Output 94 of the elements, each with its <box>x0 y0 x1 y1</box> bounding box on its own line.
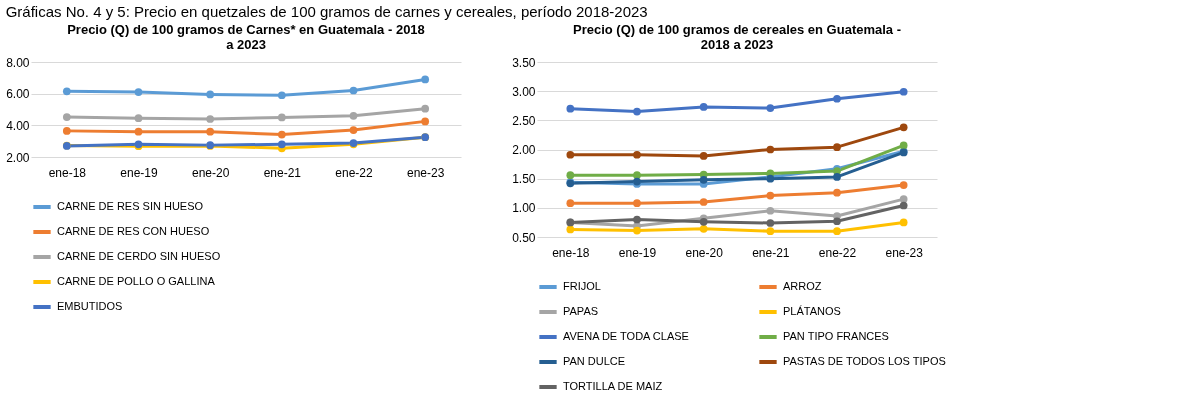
point <box>899 201 908 210</box>
point <box>566 171 575 180</box>
point <box>833 188 841 197</box>
point <box>566 199 575 208</box>
point <box>566 104 575 113</box>
point <box>899 123 908 132</box>
point <box>421 75 430 84</box>
legend-label: ARROZ <box>783 280 822 292</box>
x-tick-label: ene-19 <box>120 165 158 180</box>
point <box>833 94 841 103</box>
chart-title: Precio (Q) de 100 gramos de Carnes* en Guatemala - 2018 a 2023 <box>67 22 425 52</box>
legend-label: CARNE DE RES CON HUESO <box>57 225 210 237</box>
point <box>899 181 908 189</box>
legend-label: PASTAS DE TODOS LOS TIPOS <box>783 355 946 367</box>
legend-label: FRIJOL <box>563 280 601 292</box>
point <box>766 145 775 154</box>
legend-label: PLÁTANOS <box>783 305 841 317</box>
point <box>766 206 775 215</box>
point <box>349 126 358 134</box>
y-tick-label: 4.00 <box>6 118 30 133</box>
point <box>833 217 841 226</box>
x-tick-label: ene-21 <box>752 245 790 260</box>
y-tick-label: 3.50 <box>512 55 536 70</box>
x-tick-label: ene-23 <box>885 245 924 260</box>
point <box>899 87 908 96</box>
legend-label: PAN TIPO FRANCES <box>783 330 889 342</box>
y-tick-label: 2.00 <box>6 150 30 165</box>
point <box>349 86 358 95</box>
point <box>206 115 215 123</box>
legend-label: CARNE DE POLLO O GALLINA <box>57 275 216 287</box>
point <box>699 198 708 206</box>
legend-label: EMBUTIDOS <box>57 300 123 312</box>
point <box>699 103 708 111</box>
point <box>766 219 775 227</box>
x-tick-label: ene-18 <box>48 165 87 180</box>
y-tick-label: 2.50 <box>512 113 536 128</box>
point <box>633 150 641 159</box>
x-tick-label: ene-22 <box>335 165 373 180</box>
point <box>62 127 71 135</box>
y-tick-label: 6.00 <box>6 87 30 102</box>
point <box>277 140 286 149</box>
x-tick-label: ene-23 <box>406 165 445 180</box>
point <box>633 215 641 224</box>
point <box>421 104 430 113</box>
point <box>633 171 641 180</box>
y-tick-label: 3.00 <box>512 84 536 99</box>
text: Gráficas No. 4 y 5: Precio en quetzales de 100 gramos de carnes y cereales, período 2018-2023 <box>5 3 648 20</box>
y-tick-label: 2.00 <box>512 143 536 157</box>
point <box>277 91 286 100</box>
point <box>566 150 575 159</box>
point <box>134 88 143 96</box>
point <box>699 224 708 233</box>
x-tick-label: ene-19 <box>618 245 657 260</box>
point <box>62 87 71 96</box>
point <box>206 90 215 99</box>
point <box>633 226 641 235</box>
x-tick-label: ene-22 <box>818 245 857 260</box>
legend-label: PAPAS <box>563 305 599 317</box>
point <box>566 225 575 234</box>
point <box>206 127 215 136</box>
chart-title: Precio (Q) de 100 gramos de cereales en Guatemala - 2018 a 2023 <box>572 22 902 52</box>
point <box>633 199 641 208</box>
point <box>766 191 775 200</box>
x-tick-label: ene-20 <box>685 245 724 260</box>
point <box>899 195 908 203</box>
point <box>349 111 358 120</box>
point <box>277 130 286 139</box>
y-tick-label: 8.00 <box>6 55 30 70</box>
point <box>899 141 908 150</box>
y-tick-label: 0.50 <box>512 230 536 245</box>
legend-label: CARNE DE CERDO SIN HUESO <box>57 250 221 262</box>
y-tick-label: 1.00 <box>512 201 536 216</box>
point <box>833 227 841 236</box>
point <box>899 218 908 227</box>
point <box>633 107 641 116</box>
point <box>421 117 430 126</box>
x-tick-label: ene-18 <box>552 245 590 260</box>
legend-label: AVENA DE TODA CLASE <box>563 330 689 342</box>
point <box>62 113 71 121</box>
legend-label: PAN DULCE <box>563 355 626 367</box>
legend-label: CARNE DE RES SIN HUESO <box>57 200 204 212</box>
point <box>833 143 841 152</box>
point <box>766 227 775 236</box>
y-tick-label: 1.50 <box>512 172 536 187</box>
point <box>699 152 708 160</box>
x-tick-label: ene-20 <box>191 165 230 180</box>
point <box>134 127 143 136</box>
point <box>766 104 775 112</box>
x-tick-label: ene-21 <box>263 165 302 180</box>
point <box>277 113 286 122</box>
point <box>833 173 841 181</box>
point <box>134 114 143 123</box>
legend-label: TORTILLA DE MAIZ <box>563 380 663 392</box>
point <box>699 175 708 184</box>
